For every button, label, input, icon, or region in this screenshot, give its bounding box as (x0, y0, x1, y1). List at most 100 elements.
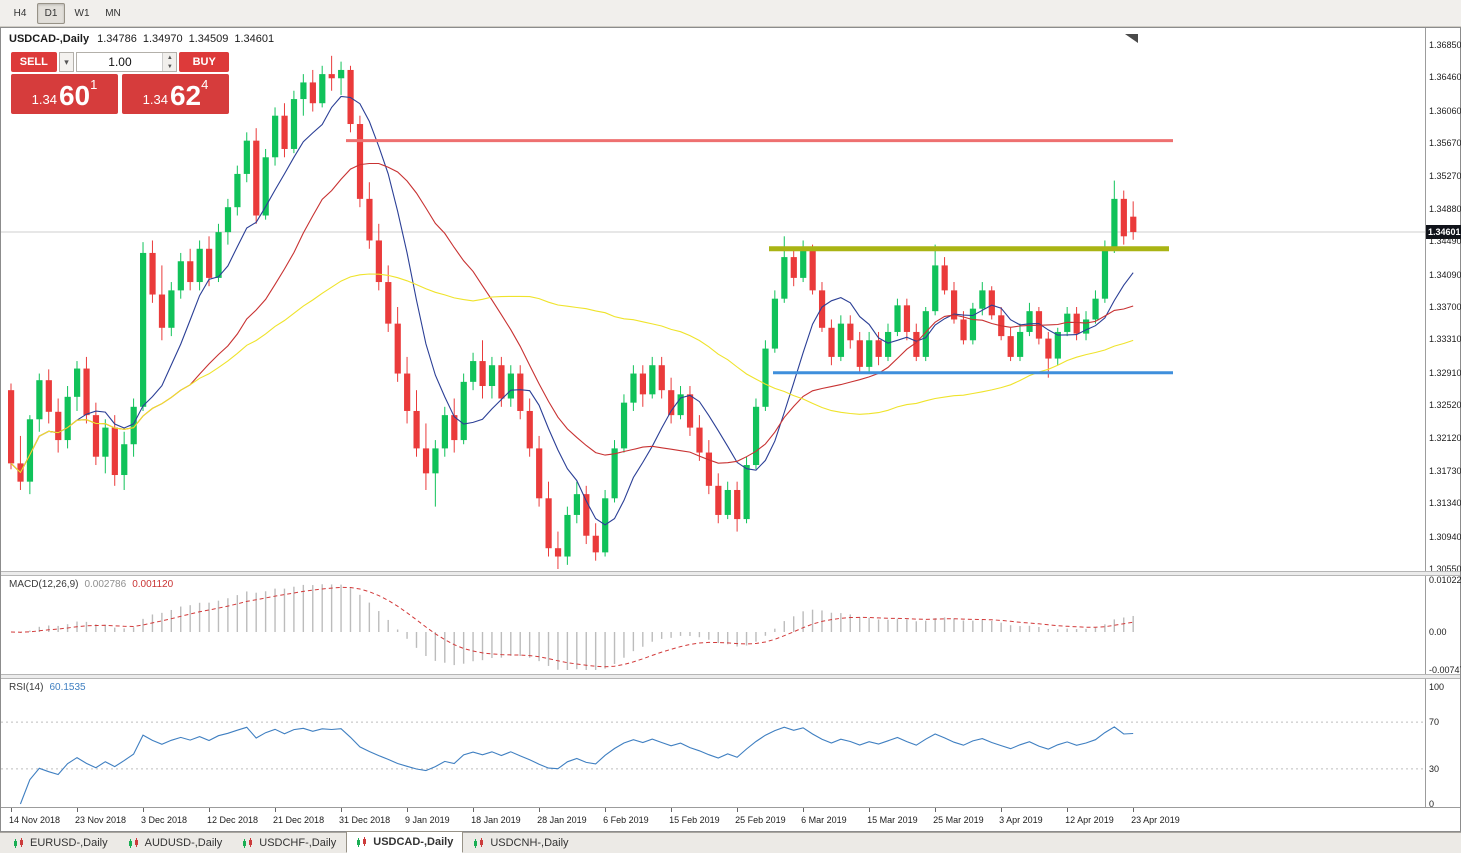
time-axis-tick (539, 808, 541, 812)
date-label: 15 Feb 2019 (669, 815, 720, 825)
pane-divider[interactable] (1, 571, 1460, 576)
sell-price-fraction: 1 (90, 77, 98, 92)
chart-window[interactable]: USDCAD-,Daily 1.34786 1.34970 1.34509 1.3460… (0, 27, 1461, 832)
chart-high-value: 1.34970 (142, 33, 183, 45)
price-axis-label: 1.35270 (1429, 171, 1461, 182)
date-label: 6 Mar 2019 (801, 815, 847, 825)
rsi-pane-canvas[interactable] (1, 679, 1425, 807)
chart-close-value: 1.34601 (234, 33, 275, 45)
volume-input[interactable]: 1.00 ▲ ▼ (76, 52, 178, 72)
chart-shift-marker[interactable] (1125, 34, 1138, 43)
rsi-axis-label: 30 (1429, 763, 1440, 774)
pane-divider[interactable] (1, 674, 1460, 679)
tab-usdchf[interactable]: USDCHF-,Daily (232, 833, 346, 853)
price-axis-label: 1.34090 (1429, 269, 1461, 280)
sell-button[interactable]: SELL (11, 52, 57, 72)
time-axis-tick (407, 808, 409, 812)
volume-steppers: ▲ ▼ (162, 53, 177, 71)
price-axis-label: 1.35670 (1429, 138, 1461, 149)
date-label: 25 Feb 2019 (735, 815, 786, 825)
sell-price-display[interactable]: 1.34 60 1 (11, 74, 118, 114)
date-label: 23 Nov 2018 (75, 815, 127, 825)
buy-button[interactable]: BUY (179, 52, 229, 72)
price-axis-label: 1.31730 (1429, 465, 1461, 476)
tf-button-w1[interactable]: W1 (74, 7, 90, 19)
chart-tab-bar: EURUSD-,Daily AUDUSD-,Daily USDCHF-,Daily U… (0, 831, 1461, 853)
tab-eurusd[interactable]: EURUSD-,Daily (3, 833, 118, 853)
macd-pane-canvas[interactable] (1, 576, 1425, 674)
price-axis-label: 1.33700 (1429, 302, 1461, 312)
date-label: 28 Jan 2019 (537, 815, 587, 825)
chart-icon (357, 837, 367, 847)
tf-button-h4[interactable]: H4 (13, 7, 27, 19)
date-label: 3 Apr 2019 (999, 815, 1043, 825)
time-axis-tick (473, 808, 475, 812)
price-axis-label: 1.36060 (1429, 105, 1461, 116)
time-axis-tick (1133, 808, 1135, 812)
buy-price-base: 1.34 (142, 92, 168, 107)
macd-axis-label: 0.00 (1429, 627, 1447, 637)
macd-main-value: 0.002786 (84, 579, 127, 590)
date-label: 15 Mar 2019 (867, 815, 918, 825)
date-label: 23 Apr 2019 (1131, 815, 1180, 825)
timeframe-toolbar: H4 D1 W1 MN (0, 0, 1461, 27)
chart-icon (243, 838, 253, 848)
price-axis-label: 1.32520 (1429, 400, 1461, 411)
order-options-caret-icon[interactable]: ▾ (58, 52, 75, 72)
time-axis-tick (77, 808, 78, 812)
price-axis-label: 1.36460 (1429, 72, 1461, 83)
rsi-axis-label: 100 (1429, 682, 1445, 692)
price-axis-label: 1.31340 (1429, 498, 1461, 509)
price-axis-label: 1.34880 (1429, 203, 1461, 214)
price-axis-label: 1.32120 (1429, 433, 1461, 444)
tab-label: EURUSD-,Daily (30, 837, 108, 849)
chart-ohlc-header: USDCAD-,Daily 1.34786 1.34970 1.34509 1.3460… (9, 33, 280, 45)
time-axis-tick (605, 808, 607, 812)
trade-panel-prices: 1.34 60 1 1.34 62 4 (11, 74, 229, 114)
date-label: 18 Jan 2019 (471, 815, 521, 825)
price-axis[interactable]: 1.34601 1.36850 1.36460 1.36060 1.35670 1.35… (1425, 28, 1461, 809)
tab-usdcad[interactable]: USDCAD-,Daily (346, 831, 464, 853)
tab-label: AUDUSD-,Daily (144, 837, 223, 849)
tab-usdcnh[interactable]: USDCNH-,Daily (463, 833, 578, 853)
chart-symbol-label: USDCAD-,Daily (9, 33, 90, 45)
volume-decrease-button[interactable]: ▼ (163, 62, 177, 71)
rsi-name: RSI(14) (9, 682, 44, 693)
one-click-trading-panel: SELL ▾ 1.00 ▲ ▼ BUY 1.34 60 1 1.34 62 4 (11, 52, 229, 114)
chart-icon (474, 838, 484, 848)
trade-panel-controls: SELL ▾ 1.00 ▲ ▼ BUY (11, 52, 229, 72)
volume-increase-button[interactable]: ▲ (163, 53, 177, 62)
tab-audusd[interactable]: AUDUSD-,Daily (118, 833, 233, 853)
price-chart-canvas[interactable] (1, 31, 1425, 571)
date-label: 12 Apr 2019 (1065, 815, 1114, 825)
time-axis-tick (935, 808, 937, 812)
date-label: 3 Dec 2018 (141, 815, 188, 825)
tf-button-d1[interactable]: D1 (37, 2, 65, 24)
time-axis-tick (209, 808, 211, 812)
chart-low-value: 1.34509 (188, 33, 229, 45)
time-axis-tick (737, 808, 739, 812)
date-label: 31 Dec 2018 (339, 815, 391, 825)
time-axis-tick (1001, 808, 1003, 812)
time-axis-tick (11, 808, 12, 812)
chart-icon (14, 838, 23, 848)
rsi-indicator-label: RSI(14) 60.1535 (9, 682, 86, 693)
price-axis-label: 1.36850 (1429, 40, 1461, 50)
buy-price-display[interactable]: 1.34 62 4 (122, 74, 229, 114)
chart-icon (128, 838, 138, 848)
chart-open-value: 1.34786 (97, 33, 137, 45)
macd-name: MACD(12,26,9) (9, 579, 79, 590)
macd-axis-label: 0.010225 (1429, 575, 1461, 585)
tf-button-mn[interactable]: MN (105, 7, 121, 19)
macd-signal-value: 0.001120 (132, 579, 174, 590)
price-axis-label: 1.33310 (1429, 334, 1461, 345)
rsi-value: 60.1535 (49, 682, 86, 693)
tab-label: USDCAD-,Daily (373, 836, 454, 848)
price-axis-label: 1.34490 (1429, 236, 1461, 247)
date-label: 21 Dec 2018 (273, 815, 325, 825)
date-label: 12 Dec 2018 (207, 815, 259, 825)
time-axis-tick (671, 808, 673, 812)
date-label: 9 Jan 2019 (405, 815, 450, 825)
time-axis[interactable]: 14 Nov 2018 23 Nov 2018 3 Dec 2018 12 Dec 2… (1, 807, 1460, 831)
